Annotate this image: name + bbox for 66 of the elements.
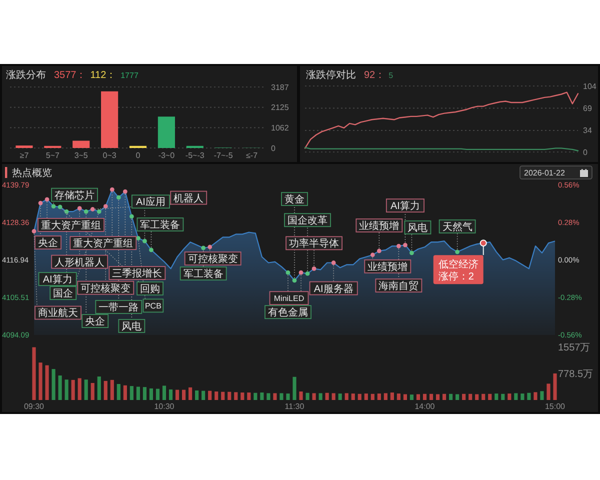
data-label: MiniLED: [274, 294, 304, 303]
x-tick-label: 0: [136, 151, 141, 160]
text: 3577：: [54, 70, 86, 81]
text: 5: [388, 71, 394, 80]
data-label: 存储芯片: [54, 189, 95, 202]
x-tick-label: 0~3: [102, 151, 117, 160]
y-tick-label: 3187: [271, 82, 290, 92]
data-label: 业绩预增: [368, 260, 408, 273]
data-label: 可控核聚变: [188, 253, 238, 265]
x-tick-label: ≥7: [20, 151, 30, 160]
y-tick-label: 104: [583, 82, 597, 91]
data-label: 功率半导体: [289, 238, 340, 250]
data-label: 三季报增长: [112, 268, 162, 280]
x-tick-label: -3~0: [158, 151, 176, 160]
data-label: 风电: [408, 222, 428, 234]
data-label: AI算力: [390, 200, 420, 212]
chart-title: 热点概览: [12, 167, 52, 179]
x-tick-label: 14:00: [414, 402, 436, 411]
x-tick-label: ≤-7: [246, 151, 258, 160]
y-tick-label: 1062: [271, 123, 290, 132]
data-label: 央企: [38, 237, 58, 250]
data-label: 有色金属: [268, 306, 308, 319]
data-label: 人形机器人: [54, 256, 105, 268]
x-tick-label: -7~-5: [214, 151, 234, 160]
y-tick-label: 2125: [271, 103, 290, 112]
y-tick-label: 778.5万: [558, 369, 594, 380]
data-label: 重大资产重组: [41, 219, 102, 232]
x-tick-label: 3~5: [74, 151, 88, 160]
data-label: 风电: [122, 320, 142, 332]
data-label: 黄金: [284, 193, 304, 206]
x-tick-label: -5~-3: [185, 151, 205, 160]
data-label: 重大资产重组: [73, 238, 134, 250]
x-tick-label: 5~7: [46, 151, 60, 160]
data-label: 天然气: [442, 220, 472, 233]
chart-title: 涨跌分布: [6, 69, 46, 81]
data-label: 回购: [140, 284, 160, 295]
data-label: 可控核聚变: [80, 282, 131, 294]
y-tick-label: 0: [271, 144, 276, 153]
x-tick-label: 11:30: [284, 402, 305, 411]
data-label: 海南自贸: [378, 280, 419, 292]
data-label: 一带一路: [98, 301, 139, 314]
y-tick-label: 1557万: [558, 342, 590, 354]
x-tick-label: 15:00: [544, 402, 566, 411]
data-label: 业绩预增: [359, 220, 400, 232]
annotation: 涨停：2: [438, 270, 474, 283]
data-label: AI算力: [42, 274, 72, 286]
text: 2026-01-22: [524, 168, 566, 178]
data-label: AI服务器: [314, 282, 354, 295]
x-tick-label: 10:30: [154, 402, 175, 411]
x-tick-label: 09:30: [24, 402, 45, 411]
annotation: 低空经济: [438, 258, 478, 271]
data-label: 军工装备: [183, 268, 224, 280]
text: 1777: [120, 71, 139, 80]
data-label: 商业航天: [38, 307, 78, 320]
data-label: 机器人: [174, 192, 204, 204]
data-label: 国企: [53, 288, 74, 300]
chart-title: 涨跌停对比: [306, 69, 356, 81]
text: 92：: [364, 70, 386, 81]
data-label: PCB: [144, 301, 162, 310]
data-label: 国企改革: [288, 214, 328, 227]
y-tick-label: 69: [583, 104, 592, 114]
data-label: 军工装备: [140, 218, 180, 231]
y-tick-label: 34: [583, 126, 592, 136]
data-label: 央企: [85, 316, 106, 328]
data-label: AI应用: [136, 196, 166, 208]
text: 112：: [90, 70, 116, 81]
